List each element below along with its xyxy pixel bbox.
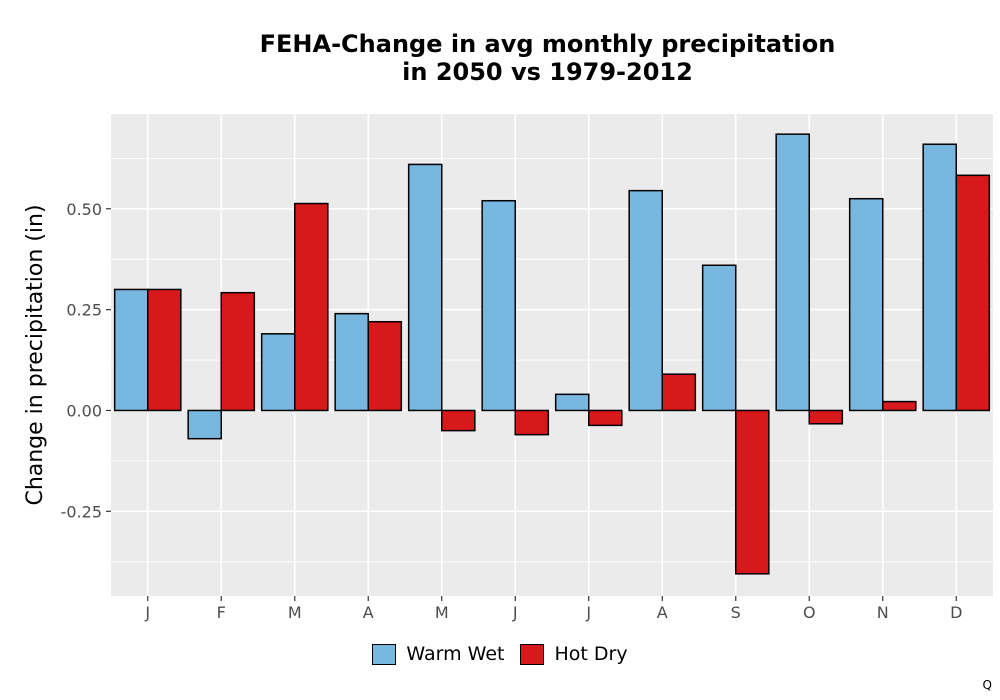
bar-warm-wet-7: [628, 189, 663, 412]
legend-item-hot-dry: Hot Dry: [520, 643, 628, 665]
legend-swatch-hot-dry: [520, 643, 545, 665]
chart-title-line-1: FEHA-Change in avg monthly precipitation: [259, 30, 836, 58]
x-tick-label: M: [435, 603, 449, 622]
bar-hot-dry-5: [514, 409, 550, 436]
x-tick-label: F: [217, 603, 226, 622]
y-tick-label: 0.00: [66, 401, 102, 420]
x-tick-label: S: [731, 603, 741, 622]
x-tick-label: J: [512, 603, 518, 622]
bar-hot-dry-10: [882, 400, 917, 412]
bar-warm-wet-9: [775, 133, 810, 412]
x-tick-label: D: [950, 603, 962, 622]
chart-title: FEHA-Change in avg monthly precipitation…: [100, 30, 995, 86]
chart-title-line-2: in 2050 vs 1979-2012: [402, 58, 693, 86]
x-tick-label: J: [144, 603, 150, 622]
bar-warm-wet-1: [187, 409, 223, 440]
bar-hot-dry-6: [588, 409, 623, 427]
bar-hot-dry-2: [294, 202, 329, 412]
bar-warm-wet-10: [848, 197, 884, 412]
bar-warm-wet-11: [922, 143, 957, 412]
x-tick-label: N: [877, 603, 889, 622]
bar-hot-dry-3: [367, 320, 403, 412]
y-tick-label: 0.50: [66, 200, 102, 219]
bar-hot-dry-4: [441, 409, 476, 432]
bar-hot-dry-11: [955, 174, 991, 412]
legend-label-warm-wet: Warm Wet: [406, 643, 505, 665]
x-tick-label: M: [288, 603, 302, 622]
bar-warm-wet-2: [260, 333, 296, 412]
bar-hot-dry-8: [735, 409, 770, 575]
x-tick-label: A: [363, 603, 374, 622]
bar-warm-wet-4: [407, 163, 443, 412]
y-tick-label: 0.25: [66, 301, 102, 320]
bar-warm-wet-6: [554, 393, 590, 412]
x-tick-label: J: [585, 603, 591, 622]
bar-warm-wet-0: [113, 288, 149, 412]
bar-warm-wet-8: [701, 264, 737, 412]
plot-panel: [111, 114, 993, 596]
bar-hot-dry-9: [808, 409, 844, 425]
bar-warm-wet-5: [481, 199, 516, 412]
bar-hot-dry-0: [147, 288, 182, 412]
bar-warm-wet-3: [334, 312, 369, 412]
bar-hot-dry-1: [220, 291, 256, 412]
x-tick-label: A: [657, 603, 668, 622]
bar-hot-dry-7: [661, 373, 697, 412]
y-tick-label: -0.25: [61, 502, 102, 521]
corner-mark: Q: [982, 678, 992, 692]
legend: Warm Wet Hot Dry: [0, 640, 1000, 668]
legend-swatch-warm-wet: [372, 643, 397, 665]
y-axis-title: Change in precipitation (in): [23, 204, 48, 505]
x-tick-label: O: [803, 603, 816, 622]
legend-label-hot-dry: Hot Dry: [554, 643, 628, 665]
legend-item-warm-wet: Warm Wet: [372, 643, 504, 665]
